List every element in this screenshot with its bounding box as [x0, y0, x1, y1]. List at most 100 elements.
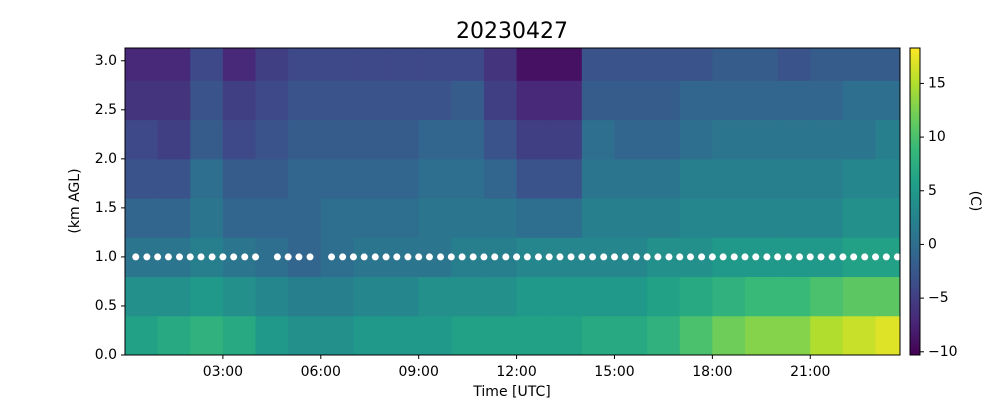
heatmap-cell	[581, 315, 615, 355]
heatmap-cell	[190, 80, 224, 121]
heatmap-cell	[190, 48, 224, 81]
heatmap-cell	[288, 158, 322, 199]
heatmap-cell	[451, 80, 485, 121]
heatmap-cell	[745, 237, 779, 278]
marker	[850, 253, 858, 261]
heatmap-cell	[581, 198, 615, 238]
x-tick-label: 09:00	[399, 364, 439, 380]
marker	[175, 253, 183, 261]
y-tick-label: 3.0	[95, 53, 117, 69]
heatmap-cell	[712, 237, 746, 278]
heatmap-cell	[320, 48, 354, 81]
heatmap-cell	[777, 80, 811, 121]
marker	[284, 253, 292, 261]
heatmap-cell	[386, 119, 420, 160]
heatmap-cell	[516, 48, 550, 81]
marker	[545, 253, 553, 261]
heatmap-cell	[712, 198, 746, 238]
marker	[806, 253, 814, 261]
marker	[708, 253, 716, 261]
heatmap-cell	[842, 48, 877, 81]
heatmap-cell	[614, 80, 648, 121]
heatmap-cell	[386, 315, 420, 355]
heatmap-cell	[516, 237, 550, 278]
marker	[393, 253, 401, 261]
heatmap-cell	[712, 158, 746, 199]
marker	[643, 253, 651, 261]
marker	[241, 253, 249, 261]
heatmap-cell	[581, 158, 615, 199]
x-tick-label: 06:00	[301, 364, 341, 380]
heatmap-cell	[810, 48, 844, 81]
heatmap-cell	[353, 198, 387, 238]
heatmap-cell	[418, 119, 452, 160]
heatmap-cell	[483, 48, 518, 81]
marker	[610, 253, 618, 261]
heatmap-cell	[353, 48, 387, 81]
heatmap-cell	[190, 237, 224, 278]
heatmap-cell	[157, 237, 191, 278]
marker	[219, 253, 227, 261]
colorbar-label: (C)	[967, 191, 983, 212]
marker	[186, 253, 194, 261]
heatmap-cell	[255, 48, 289, 81]
x-tick-label: 18:00	[692, 364, 732, 380]
heatmap-cell	[288, 315, 322, 355]
marker	[491, 253, 499, 261]
heatmap-cell	[745, 315, 779, 355]
heatmap-cell	[777, 276, 811, 317]
marker	[687, 253, 695, 261]
heatmap-cell	[320, 158, 354, 199]
heatmap-cell	[125, 48, 159, 81]
heatmap-cell	[190, 119, 224, 160]
heatmap-cell	[125, 80, 159, 121]
heatmap-cell	[842, 315, 877, 355]
heatmap-cell	[125, 198, 159, 238]
heatmap-cell	[842, 158, 877, 199]
heatmap-cell	[157, 276, 191, 317]
heatmap-cell	[679, 198, 713, 238]
marker	[447, 253, 455, 261]
colorbar-tick-label: 10	[928, 129, 946, 145]
y-tick-label: 1.5	[95, 200, 117, 216]
y-tick-label: 0.5	[95, 298, 117, 314]
marker	[872, 253, 880, 261]
marker	[480, 253, 488, 261]
heatmap-cell	[647, 198, 681, 238]
heatmap-cell	[810, 158, 844, 199]
colorbar-tick-label: 15	[928, 75, 946, 91]
marker	[349, 253, 357, 261]
heatmap-cell	[386, 237, 420, 278]
heatmap-cell	[451, 48, 485, 81]
y-tick-label: 1.0	[95, 249, 117, 265]
chart-title: 20230427	[456, 19, 568, 44]
marker	[893, 253, 900, 261]
marker	[132, 253, 140, 261]
heatmap-cell	[320, 119, 354, 160]
heatmap-cell	[549, 158, 583, 199]
marker	[632, 253, 640, 261]
heatmap-cell	[647, 315, 681, 355]
heatmap-cell	[255, 237, 289, 278]
heatmap-cell	[320, 198, 354, 238]
heatmap-cell	[255, 80, 289, 121]
marker	[817, 253, 825, 261]
heatmap-cell	[647, 276, 681, 317]
heatmap-cell	[679, 276, 713, 317]
marker	[523, 253, 531, 261]
heatmap-cell	[125, 158, 159, 199]
y-tick-label: 0.0	[95, 347, 117, 363]
x-tick-label: 21:00	[790, 364, 830, 380]
heatmap-cell	[745, 158, 779, 199]
heatmap-cell	[353, 276, 387, 317]
heatmap-cell	[712, 276, 746, 317]
marker	[578, 253, 586, 261]
marker	[513, 253, 521, 261]
heatmap-cell	[353, 80, 387, 121]
heatmap-cell	[222, 158, 257, 199]
plot-frame	[124, 47, 901, 356]
marker	[197, 253, 205, 261]
marker	[295, 253, 303, 261]
y-tick-label: 2.5	[95, 102, 117, 118]
heatmap-cell	[418, 48, 452, 81]
